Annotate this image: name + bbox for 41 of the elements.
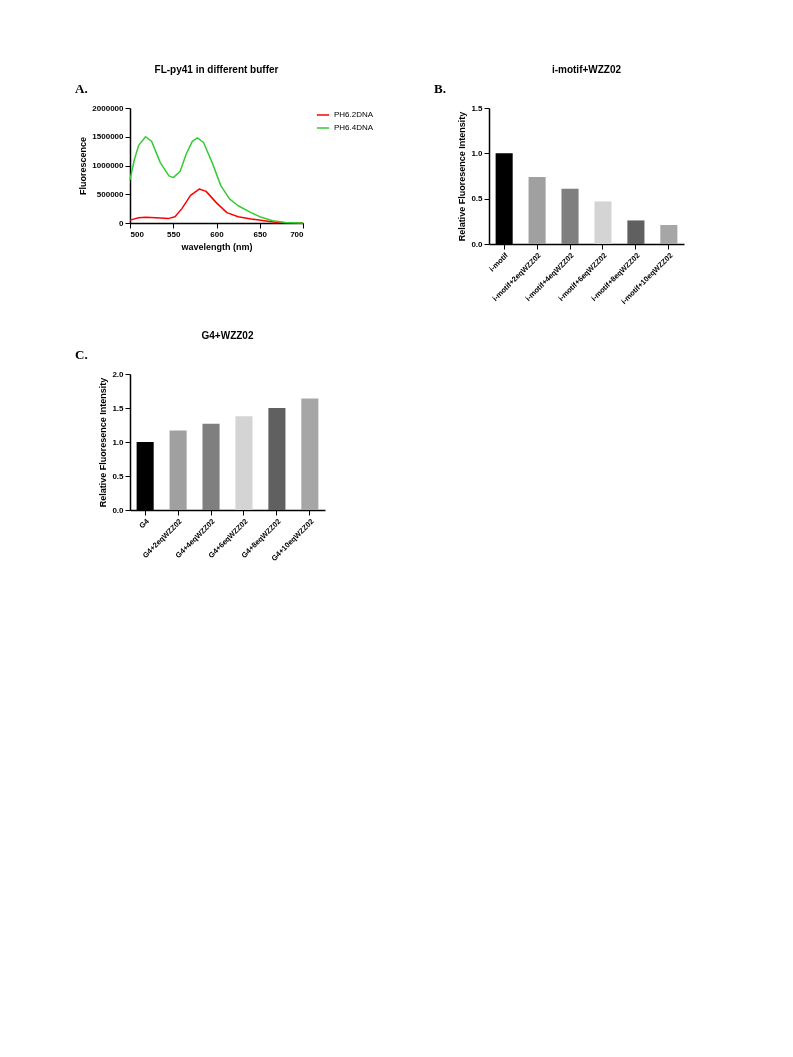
bar [660,224,678,244]
x-tick-label: 600 [210,229,225,239]
y-tick-label: 500000 [96,189,125,199]
chart-title: i-motif+WZZ02 [551,64,622,75]
y-tick-label: 0.5 [471,194,484,204]
y-tick-label: 0.0 [471,239,484,249]
chart-title: FL-py41 in different buffer [154,64,279,75]
x-tick-label: 700 [290,229,305,239]
y-axis-title: Fluorescence [78,136,89,196]
y-tick-label: 1.0 [471,148,484,158]
bar [627,220,645,244]
x-axis-title: wavelength (nm) [180,241,253,252]
bar [561,188,579,244]
bar [169,430,187,510]
y-tick-label: 0.5 [112,471,125,481]
bar [594,201,612,244]
x-tick-label: 550 [167,229,181,239]
y-tick-label: 0.0 [112,505,125,515]
y-tick-label: 0 [119,218,125,228]
y-tick-label: 1.5 [471,103,484,113]
bar [235,416,253,510]
y-tick-label: 1000000 [92,161,125,170]
bar [301,398,319,510]
y-tick-label: 1.0 [112,437,125,447]
bar [268,408,286,510]
text: C. [75,347,88,362]
y-tick-label: 1.5 [112,403,125,413]
chart-title: G4+WZZ02 [201,330,254,341]
x-tick-label: 650 [253,229,268,239]
y-axis-title: Relative Fluoresence Intensity [98,377,109,508]
x-tick-label: 500 [130,229,145,239]
text: B. [434,81,446,96]
y-tick-label: 1500000 [92,132,125,142]
y-axis-title: Relative Fluoresence Intensity [457,111,468,242]
bar [528,176,546,244]
y-tick-label: 2.0 [112,369,125,379]
legend-label: PH6.4DNA [334,123,374,132]
legend-label: PH6.2DNA [334,110,374,119]
y-tick-label: 2000000 [92,103,125,113]
bar [202,423,220,510]
text: A. [75,81,88,96]
